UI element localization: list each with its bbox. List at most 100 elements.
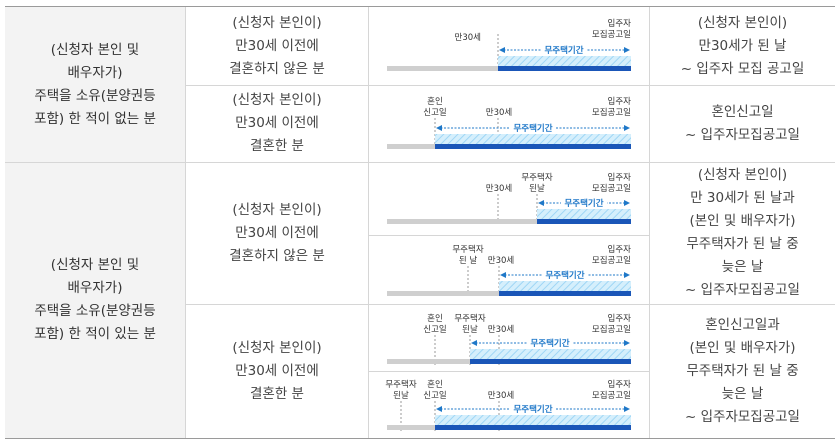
row-divider — [186, 304, 835, 305]
nonowner-period-hatch — [498, 56, 631, 68]
column-divider — [368, 7, 369, 438]
period-line: (신청자 본인이) — [697, 14, 788, 31]
period-label: 무주택기간 — [530, 338, 569, 349]
column-divider — [649, 7, 650, 438]
period-line: ~ 입주자 모집 공고일 — [680, 60, 805, 77]
period-line: 늦은 날 — [721, 259, 764, 275]
nonowner-period-hatch — [435, 134, 631, 146]
announce-label: 모집공고일 — [592, 255, 631, 266]
nonowner-period-hatch — [470, 349, 631, 361]
category-line: 포함) 한 적이 있는 분 — [34, 326, 156, 342]
category-line: 주택을 소유(분양권등 — [34, 303, 156, 319]
period-line: 만 30세가 된 날과 — [690, 190, 795, 206]
period-label-bg — [510, 122, 556, 133]
period-label: 무주택기간 — [564, 198, 603, 209]
table-bottom-border — [5, 438, 835, 439]
timeline-diagram-5: 혼인 신고일 무주택자 된날 만30세 입주자 모집공고일 무주택기간 — [387, 313, 631, 365]
period-line: ~ 입주자모집공고일 — [685, 282, 800, 298]
subcategory-line: 결혼한 분 — [250, 138, 304, 154]
period-label-bg — [542, 269, 588, 280]
nonowner-label: 무주택자 — [454, 313, 485, 324]
subcategory-cell: (신청자 본인이) 만30세 이전에 결혼한 분 — [186, 304, 368, 438]
age30-label: 만30세 — [455, 33, 481, 43]
period-label: 무주택기간 — [513, 404, 552, 415]
row-divider — [186, 85, 835, 86]
nonowner-period-hatch — [499, 281, 631, 293]
timeline-diagram-6: 무주택자 된날 혼인 신고일 만30세 입주자 모집공고일 무주택기간 — [385, 379, 632, 431]
period-label-bg — [527, 337, 573, 348]
period-cell: (신청자 본인이) 만 30세가 된 날과 (본인 및 배우자가) 무주택자가 … — [650, 162, 835, 304]
subcategory-line: (신청자 본인이) — [232, 92, 322, 108]
row-divider — [369, 235, 650, 236]
nonowner-label: 된날 — [462, 324, 478, 335]
timeline-gray-bar — [387, 359, 470, 364]
subcategory-line: 만30세 이전에 — [235, 362, 319, 379]
marriage-label: 신고일 — [423, 325, 446, 335]
category-line: 배우자가) — [67, 280, 123, 296]
subcategory-cell: (신청자 본인이) 만30세 이전에 결혼하지 않은 분 — [186, 7, 368, 85]
announce-label: 입주자 — [608, 380, 632, 390]
period-cell: 혼인신고일과 (본인 및 배우자가) 무주택자가 된 날 중 늦은 날 ~ 입주… — [650, 304, 835, 438]
timeline-gray-bar — [387, 66, 498, 71]
age30-label: 만30세 — [486, 108, 512, 118]
column-divider — [185, 7, 186, 438]
period-label: 무주택기간 — [513, 123, 552, 134]
nonowner-label: 무주택자 — [452, 244, 483, 255]
timeline-diagram-2: 혼인 신고일 만30세 입주자 모집공고일 무주택기간 — [387, 96, 631, 149]
age30-label: 만30세 — [488, 256, 514, 266]
period-line: (신청자 본인이) — [697, 167, 788, 183]
period-line: ~ 입주자모집공고일 — [685, 408, 800, 425]
timeline-diagram-4: 무주택자 된 날 만30세 입주자 모집공고일 무주택기간 — [387, 244, 631, 297]
period-label-bg — [541, 44, 587, 55]
subcategory-line: 결혼한 분 — [250, 385, 304, 402]
table-top-border — [5, 6, 835, 7]
period-line: 무주택자가 된 날 중 — [686, 236, 799, 252]
category-line: 주택을 소유(분양권등 — [34, 87, 156, 104]
period-line: 무주택자가 된 날 중 — [686, 362, 799, 379]
period-label-bg — [510, 403, 556, 414]
announce-label: 모집공고일 — [592, 107, 631, 118]
category-cell-no-ownership: (신청자 본인 및 배우자가) 주택을 소유(분양권등 포함) 한 적이 없는 … — [5, 7, 185, 162]
nonowner-label: 된 날 — [459, 255, 478, 266]
period-line: 만30세가 된 날 — [698, 37, 787, 54]
timeline-blue-bar — [498, 66, 631, 71]
row-divider — [369, 371, 650, 372]
category-line: (신청자 본인 및 — [50, 257, 140, 273]
timeline-diagram-1: 만30세 입주자 모집공고일 무주택기간 — [387, 19, 632, 71]
period-line: (본인 및 배우자가) — [689, 213, 796, 229]
timeline-blue-bar — [537, 219, 631, 224]
period-line: (본인 및 배우자가) — [689, 339, 796, 356]
period-cell: (신청자 본인이) 만30세가 된 날 ~ 입주자 모집 공고일 — [650, 7, 835, 85]
period-label: 무주택기간 — [545, 270, 584, 281]
period-cell: 혼인신고일 ~ 입주자모집공고일 — [650, 85, 835, 162]
period-label: 무주택기간 — [544, 45, 583, 56]
subcategory-cell: (신청자 본인이) 만30세 이전에 결혼한 분 — [186, 85, 368, 162]
marriage-label: 혼인 — [427, 96, 443, 107]
category-line: (신청자 본인 및 — [50, 41, 140, 58]
category-line: 배우자가) — [67, 64, 123, 81]
period-line: ~ 입주자모집공고일 — [685, 126, 800, 143]
timeline-gray-bar — [387, 144, 435, 149]
nonowner-label: 무주택자 — [385, 379, 416, 390]
timeline-gray-bar — [387, 291, 499, 296]
announce-label: 모집공고일 — [592, 183, 631, 194]
category-cell-past-ownership: (신청자 본인 및 배우자가) 주택을 소유(분양권등 포함) 한 적이 있는 … — [5, 162, 185, 438]
announce-label: 모집공고일 — [592, 29, 631, 40]
age30-label: 만30세 — [488, 391, 514, 401]
announce-label: 입주자 — [608, 19, 632, 29]
subcategory-line: 결혼하지 않은 분 — [229, 60, 325, 77]
announce-label: 모집공고일 — [592, 324, 631, 335]
timeline-blue-bar — [435, 144, 631, 149]
timeline-blue-bar — [499, 291, 631, 296]
subcategory-line: (신청자 본인이) — [232, 201, 322, 218]
subcategory-line: (신청자 본인이) — [232, 14, 322, 31]
timeline-gray-bar — [387, 219, 537, 224]
nonowner-label: 무주택자 — [521, 172, 552, 183]
marriage-label: 신고일 — [423, 108, 446, 118]
subcategory-line: 만30세 이전에 — [235, 37, 319, 54]
period-line: 혼인신고일과 — [705, 316, 780, 333]
subcategory-line: 만30세 이전에 — [235, 224, 319, 241]
marriage-label: 신고일 — [423, 391, 446, 401]
subcategory-cell: (신청자 본인이) 만30세 이전에 결혼하지 않은 분 — [186, 162, 368, 304]
